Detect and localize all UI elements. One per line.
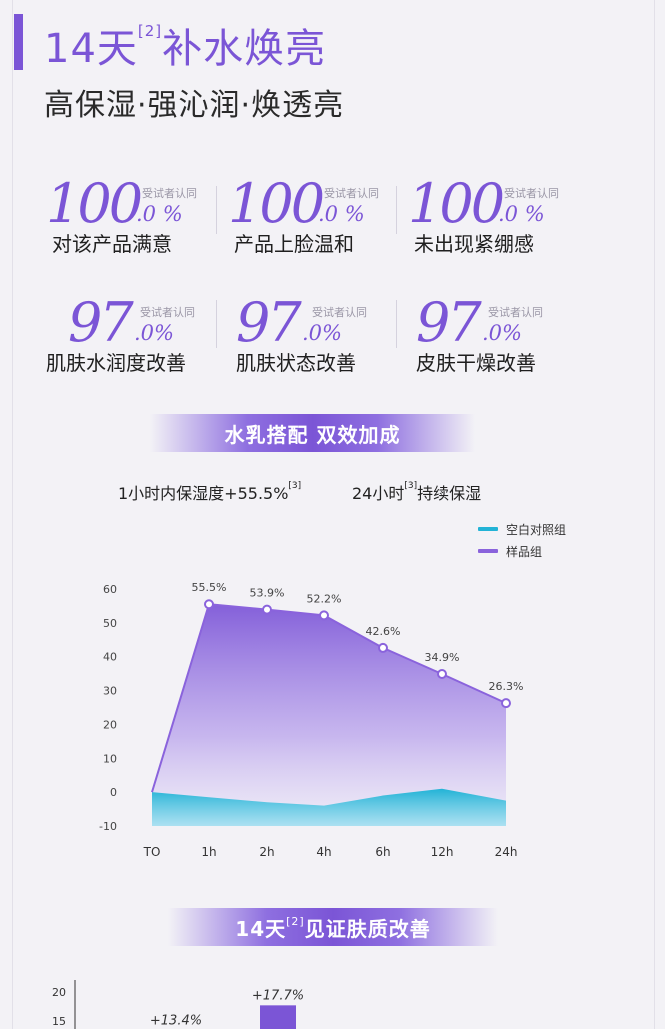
x-tick-label: 4h xyxy=(316,845,331,859)
y-tick-label: 10 xyxy=(103,752,117,765)
title-accent-bar xyxy=(14,14,23,70)
stat-value-decimal: .0 % xyxy=(136,202,183,226)
section-banner-skin: 14天 [2] 见证肤质改善 xyxy=(168,908,498,946)
stat-note: 受试者认同 xyxy=(324,187,379,200)
skin-improvement-bar-chart: 20 15 +13.4% +17.7% xyxy=(52,980,304,1029)
stat-note: 受试者认同 xyxy=(312,306,367,319)
bar-y-tick-label: 15 xyxy=(52,1015,66,1028)
bar-data-label: +17.7% xyxy=(252,988,304,1003)
x-tick-label: 1h xyxy=(201,845,216,859)
stat-label: 肌肤状态改善 xyxy=(236,351,356,375)
data-label-sample: 53.9% xyxy=(250,587,285,600)
stat-value-decimal: .0% xyxy=(482,321,522,345)
y-tick-label: 50 xyxy=(103,617,117,630)
stat-note: 受试者认同 xyxy=(140,306,195,319)
stat-note: 受试者认同 xyxy=(504,187,559,200)
stat-hydration: 97 .0% 受试者认同 肌肤水润度改善 xyxy=(46,291,226,375)
section-banner-combo: 水乳搭配 双效加成 xyxy=(150,414,475,452)
stat-label: 皮肤干燥改善 xyxy=(416,351,536,375)
y-tick-label: 0 xyxy=(110,786,117,799)
stat-value-big: 100 xyxy=(46,172,143,235)
data-label-sample: 26.3% xyxy=(489,680,524,693)
stat-value-decimal: .0 % xyxy=(318,202,365,226)
claim-1h-footnote: [3] xyxy=(288,480,302,491)
stat-value-big: 97 xyxy=(236,291,302,354)
stat-dryness: 97 .0% 受试者认同 皮肤干燥改善 xyxy=(416,291,596,375)
y-tick-label: 60 xyxy=(103,583,117,596)
legend-label-sample: 样品组 xyxy=(506,544,543,559)
legend-swatch-control xyxy=(478,527,498,531)
bar-y-tick-label: 20 xyxy=(52,986,66,999)
stat-note: 受试者认同 xyxy=(488,306,543,319)
stat-value-big: 97 xyxy=(416,291,482,354)
claim-24h-pre: 24小时 xyxy=(352,484,405,503)
bar xyxy=(260,1005,296,1029)
x-tick-label: 12h xyxy=(431,845,454,859)
divider xyxy=(216,186,217,234)
data-point-sample xyxy=(501,698,511,709)
series-area-control xyxy=(152,788,506,826)
y-tick-label: 40 xyxy=(103,651,117,664)
y-tick-label: 20 xyxy=(103,718,117,731)
stat-label: 未出现紧绷感 xyxy=(414,232,534,256)
data-point-sample xyxy=(437,668,447,679)
x-tick-label: 6h xyxy=(375,845,390,859)
stat-value-big: 97 xyxy=(68,291,134,354)
x-tick-label: 24h xyxy=(495,845,518,859)
title-rest: 补水焕亮 xyxy=(162,26,327,72)
x-tick-label: 2h xyxy=(259,845,274,859)
data-point-sample xyxy=(262,604,272,615)
data-label-sample: 52.2% xyxy=(307,592,342,605)
title-footnote: [2] xyxy=(137,22,163,40)
claim-24h-footnote: [3] xyxy=(404,480,418,491)
banner2-footnote: [2] xyxy=(286,914,305,928)
data-point-sample xyxy=(319,610,329,621)
y-tick-label: -10 xyxy=(99,820,117,833)
stat-value-decimal: .0% xyxy=(134,321,174,345)
claim-1h: 1小时内保湿度+55.5%[3] xyxy=(118,480,301,504)
page-subtitle: 高保湿·强沁润·焕透亮 xyxy=(44,88,345,123)
legend-label-control: 空白对照组 xyxy=(506,522,567,537)
claim-24h-post: 持续保湿 xyxy=(417,484,482,503)
claim-24h: 24小时[3]持续保湿 xyxy=(352,480,481,504)
divider xyxy=(396,186,397,234)
divider xyxy=(396,300,397,348)
stat-value-big: 100 xyxy=(408,172,505,235)
x-tick-label: TO xyxy=(143,845,161,859)
stat-value-decimal: .0% xyxy=(302,321,342,345)
data-label-sample: 34.9% xyxy=(425,651,460,664)
page-title: 14天[2]补水焕亮 xyxy=(44,16,326,74)
stat-label: 肌肤水润度改善 xyxy=(46,351,186,375)
stat-value-decimal: .0 % xyxy=(498,202,545,226)
divider xyxy=(216,300,217,348)
legend-item-control: 空白对照组 xyxy=(478,518,566,540)
bar-data-label: +13.4% xyxy=(150,1013,202,1028)
stat-note: 受试者认同 xyxy=(142,187,197,200)
stat-value-big: 100 xyxy=(228,172,325,235)
stat-gentle: 100 .0 % 受试者认同 产品上脸温和 xyxy=(228,172,408,256)
page-frame xyxy=(12,0,655,1029)
data-point-sample xyxy=(204,599,214,610)
claim-1h-text: 1小时内保湿度+55.5% xyxy=(118,484,289,503)
legend-item-sample: 样品组 xyxy=(478,540,566,562)
banner2-post: 见证肤质改善 xyxy=(304,916,431,941)
chart-legend: 空白对照组 样品组 xyxy=(478,518,566,562)
stat-label: 对该产品满意 xyxy=(52,232,172,256)
series-area-sample xyxy=(152,604,506,826)
data-label-sample: 42.6% xyxy=(366,625,401,638)
title-main: 14天 xyxy=(44,26,138,72)
data-point-sample xyxy=(378,642,388,653)
data-label-sample: 55.5% xyxy=(192,581,227,594)
banner2-pre: 14天 xyxy=(235,916,287,941)
y-tick-label: 30 xyxy=(103,685,117,698)
legend-swatch-sample xyxy=(478,549,498,553)
stat-satisfaction: 100 .0 % 受试者认同 对该产品满意 xyxy=(46,172,226,256)
stat-no-tightness: 100 .0 % 受试者认同 未出现紧绷感 xyxy=(408,172,588,256)
stat-skin-condition: 97 .0% 受试者认同 肌肤状态改善 xyxy=(236,291,416,375)
hydration-area-chart: 60 50 40 30 20 10 0 -10 TO 1h 2h 4h 6h 12h 24h 55.5% 53.… xyxy=(99,581,524,859)
stat-label: 产品上脸温和 xyxy=(234,232,354,256)
